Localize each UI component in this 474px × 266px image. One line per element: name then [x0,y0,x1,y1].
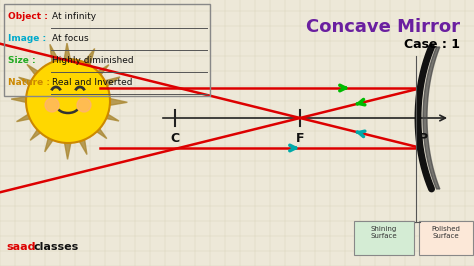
Text: Case : 1: Case : 1 [404,38,460,51]
Text: Concave Mirror: Concave Mirror [306,18,460,36]
Polygon shape [93,65,109,79]
Polygon shape [17,112,35,122]
Text: saad: saad [6,242,36,252]
Polygon shape [423,47,440,189]
FancyBboxPatch shape [419,221,473,255]
Text: classes: classes [34,242,79,252]
Text: Object :: Object : [8,12,48,21]
Text: At infinity: At infinity [52,12,96,21]
Polygon shape [27,64,43,79]
Text: F: F [296,132,304,145]
Polygon shape [30,126,45,140]
Polygon shape [77,135,87,155]
Text: At focus: At focus [52,34,89,43]
Polygon shape [64,43,71,64]
Polygon shape [92,124,107,139]
Text: Shining
Surface: Shining Surface [371,226,397,239]
Polygon shape [64,138,72,159]
Circle shape [45,98,59,112]
Text: Nature :: Nature : [8,78,50,87]
Polygon shape [81,48,95,70]
Text: Real and Inverted: Real and Inverted [52,78,133,87]
Text: P: P [419,132,428,145]
Polygon shape [50,44,61,67]
Bar [4,4,210,96]
Circle shape [77,98,91,112]
Text: C: C [171,132,180,145]
Polygon shape [100,77,120,89]
Text: Image :: Image : [8,34,46,43]
Circle shape [26,59,110,143]
Polygon shape [45,133,56,152]
Text: Polished
Surface: Polished Surface [431,226,460,239]
Text: Highly diminished: Highly diminished [52,56,134,65]
Polygon shape [18,77,36,88]
Text: Size :: Size : [8,56,36,65]
Polygon shape [101,111,119,121]
Polygon shape [105,97,128,106]
FancyBboxPatch shape [354,221,414,255]
Polygon shape [11,96,31,103]
